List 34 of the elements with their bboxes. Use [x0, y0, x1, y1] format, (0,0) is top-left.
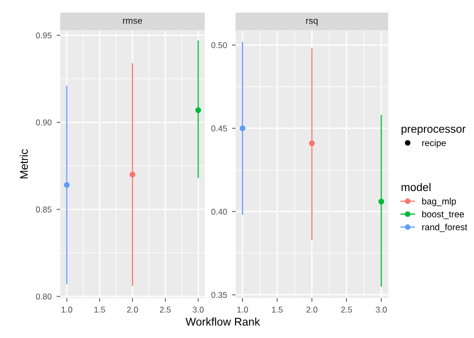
x-tick-label: 2.0 — [306, 306, 318, 313]
x-tick-label: 1.0 — [237, 306, 248, 313]
y-tick-label: 0.45 — [211, 126, 227, 132]
y-tick-label: 0.95 — [36, 32, 52, 38]
chart-title: rsq — [306, 18, 318, 26]
y-tick-label: 0.90 — [36, 120, 52, 126]
legend-label: bag_mlp — [422, 198, 456, 206]
x-axis-title: Workflow Rank — [186, 318, 260, 326]
x-tick-label: 2.0 — [127, 306, 138, 313]
legend-label: boost_tree — [422, 210, 464, 220]
x-tick-label: 1.5 — [94, 306, 106, 313]
x-tick-label: 1.0 — [62, 306, 72, 313]
chart-title: rmse — [123, 18, 142, 24]
text: preprocessor — [402, 126, 466, 136]
point — [195, 107, 202, 114]
point — [309, 140, 315, 146]
y-axis-title: Metric — [20, 149, 28, 178]
text: recipe — [422, 140, 446, 148]
y-tick-label: 0.50 — [211, 42, 227, 48]
y-tick-label: 0.35 — [211, 292, 227, 298]
point — [378, 198, 384, 204]
point — [240, 125, 246, 132]
x-tick-label: 1.5 — [272, 306, 283, 313]
point — [64, 182, 70, 188]
y-tick-label: 0.40 — [211, 208, 227, 215]
legend-label: rand_forest — [422, 224, 468, 232]
x-tick-label: 2.5 — [341, 306, 352, 313]
x-tick-label: 2.5 — [160, 306, 171, 313]
legend-title: model — [402, 182, 430, 192]
point — [130, 172, 136, 178]
x-tick-label: 3.0 — [192, 306, 204, 313]
x-tick-label: 3.0 — [376, 306, 387, 313]
y-tick-label: 0.80 — [36, 294, 52, 300]
y-tick-label: 0.85 — [36, 206, 52, 212]
